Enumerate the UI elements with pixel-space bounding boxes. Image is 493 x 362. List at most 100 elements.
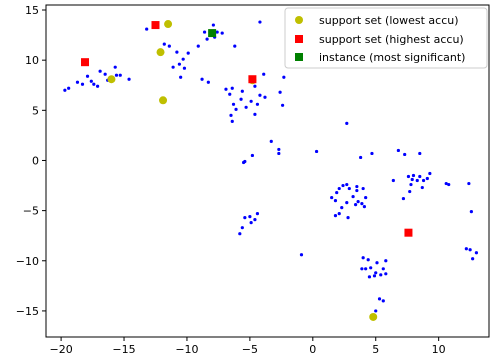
data-point bbox=[162, 42, 166, 46]
data-point bbox=[202, 30, 207, 34]
data-point bbox=[381, 267, 385, 271]
data-point bbox=[277, 151, 281, 156]
data-point bbox=[418, 151, 422, 156]
data-point bbox=[364, 267, 368, 271]
data-point bbox=[224, 87, 228, 91]
x-tick-label: −5 bbox=[242, 343, 258, 356]
data-point bbox=[347, 186, 351, 191]
legend-label-instance: instance (most significant) bbox=[319, 51, 465, 64]
data-point bbox=[384, 272, 388, 276]
support-highest-point bbox=[404, 228, 413, 237]
data-point bbox=[361, 256, 365, 260]
data-point bbox=[337, 186, 341, 191]
data-point bbox=[281, 103, 285, 107]
data-point bbox=[67, 86, 71, 90]
legend-marker-support-highest bbox=[295, 35, 303, 43]
data-point bbox=[428, 171, 432, 176]
y-tick-label: 10 bbox=[25, 54, 39, 67]
data-point bbox=[103, 72, 107, 76]
support-lowest-point bbox=[164, 20, 173, 29]
data-point bbox=[171, 65, 175, 69]
data-point bbox=[360, 201, 364, 206]
data-point bbox=[375, 261, 379, 265]
data-point bbox=[127, 77, 131, 81]
data-point bbox=[355, 188, 359, 193]
data-point bbox=[345, 200, 349, 205]
data-point bbox=[253, 84, 257, 88]
y-tick-label: −10 bbox=[16, 255, 39, 268]
y-tick-label: 15 bbox=[25, 4, 39, 17]
data-point bbox=[381, 299, 385, 303]
data-point bbox=[113, 65, 117, 69]
data-point bbox=[263, 95, 267, 99]
data-point bbox=[353, 203, 358, 207]
data-point bbox=[314, 149, 319, 154]
data-point bbox=[467, 181, 471, 186]
data-point bbox=[469, 210, 473, 214]
data-point bbox=[175, 50, 179, 54]
data-point bbox=[409, 182, 413, 187]
data-point bbox=[356, 199, 360, 204]
data-point bbox=[410, 177, 414, 182]
data-point bbox=[215, 30, 219, 34]
legend-marker-instance bbox=[295, 53, 303, 61]
data-point bbox=[206, 80, 210, 84]
x-tick-label: −20 bbox=[49, 343, 72, 356]
data-point bbox=[179, 75, 183, 79]
data-point bbox=[299, 253, 304, 257]
data-point bbox=[341, 183, 345, 188]
data-point bbox=[278, 90, 282, 94]
data-point bbox=[330, 195, 334, 200]
data-point bbox=[374, 309, 378, 313]
data-point bbox=[92, 82, 96, 86]
data-point bbox=[372, 274, 377, 278]
support-lowest-point bbox=[159, 96, 168, 105]
x-tick-label: −10 bbox=[175, 343, 198, 356]
data-point bbox=[406, 174, 411, 179]
data-point bbox=[370, 151, 374, 156]
data-point bbox=[253, 218, 257, 222]
data-point bbox=[420, 185, 424, 190]
support-lowest-point bbox=[107, 75, 116, 84]
data-point bbox=[384, 259, 388, 263]
data-point bbox=[447, 182, 451, 187]
data-point bbox=[243, 216, 247, 220]
data-point bbox=[244, 105, 248, 109]
data-point bbox=[474, 251, 479, 255]
y-tick-label: 0 bbox=[32, 154, 39, 167]
y-tick-label: −15 bbox=[16, 305, 39, 318]
data-point bbox=[250, 153, 254, 158]
data-point bbox=[379, 273, 383, 277]
data-point bbox=[145, 27, 149, 31]
data-point bbox=[468, 248, 472, 252]
data-point bbox=[411, 173, 416, 178]
data-point bbox=[367, 275, 372, 279]
data-point bbox=[205, 37, 209, 41]
data-point bbox=[233, 44, 237, 48]
data-point bbox=[464, 247, 468, 251]
data-point bbox=[177, 62, 182, 66]
support-lowest-point bbox=[369, 312, 378, 321]
support-lowest-point bbox=[156, 48, 165, 57]
x-tick-label: −15 bbox=[112, 343, 135, 356]
data-point bbox=[345, 121, 349, 125]
data-point bbox=[346, 216, 350, 220]
legend-label-support-lowest: support set (lowest accu) bbox=[319, 14, 459, 27]
data-point bbox=[355, 184, 359, 189]
data-point bbox=[63, 88, 67, 92]
data-point bbox=[230, 119, 234, 123]
support-highest-point bbox=[81, 58, 90, 67]
data-point bbox=[95, 84, 100, 88]
legend-label-support-highest: support set (highest accu) bbox=[319, 33, 464, 46]
x-tick-label: 10 bbox=[432, 343, 446, 356]
data-point bbox=[98, 69, 102, 73]
data-point bbox=[118, 73, 122, 77]
data-point bbox=[258, 20, 262, 24]
data-point bbox=[181, 57, 185, 61]
points-layer bbox=[63, 20, 479, 321]
y-tick-label: 5 bbox=[32, 104, 39, 117]
data-point bbox=[230, 86, 234, 90]
data-point bbox=[377, 297, 382, 301]
data-point bbox=[229, 113, 233, 117]
